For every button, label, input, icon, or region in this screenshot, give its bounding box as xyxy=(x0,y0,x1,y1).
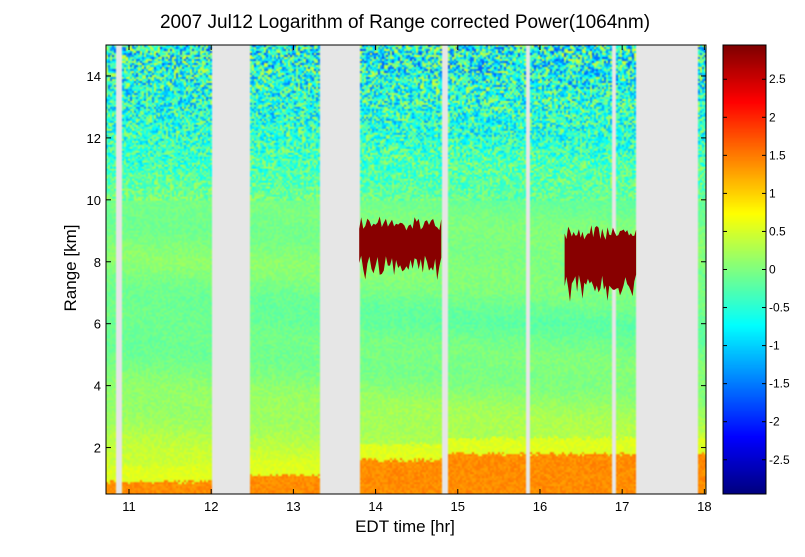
y-tick-label: 2 xyxy=(94,441,101,456)
colorbar-tick-label: -1 xyxy=(769,339,780,353)
y-axis-label: Range [km] xyxy=(61,225,80,312)
colorbar-tick-label: 0 xyxy=(769,263,776,277)
y-axis: 2 4 6 8 10 12 14 xyxy=(87,69,706,456)
chart-title: 2007 Jul12 Logarithm of Range corrected … xyxy=(160,12,650,33)
cloud-layers xyxy=(359,216,637,302)
colorbar-tick-label: -2.5 xyxy=(769,453,790,467)
x-tick-label: 16 xyxy=(533,499,547,514)
y-tick-label: 4 xyxy=(94,379,101,394)
x-axis-label: EDT time [hr] xyxy=(355,517,455,536)
colorbar-tick-label: 0.5 xyxy=(769,224,786,238)
x-tick-label: 18 xyxy=(697,499,711,514)
y-tick-label: 14 xyxy=(87,69,101,84)
colorbar-gradient xyxy=(723,45,766,494)
colorbar: -2.5 -2 -1.5 -1 -0.5 0 0.5 1 1.5 2 2.5 xyxy=(722,44,790,495)
x-tick-label: 15 xyxy=(451,499,465,514)
cloud-1 xyxy=(359,216,442,280)
y-tick-label: 12 xyxy=(87,131,101,146)
plot-area: 11 12 13 14 15 16 17 18 2 4 6 8 10 12 14 xyxy=(87,44,712,514)
colorbar-tick-label: -2 xyxy=(769,415,780,429)
y-tick-label: 6 xyxy=(94,317,101,332)
plot-frame xyxy=(105,44,707,495)
colorbar-tick-label: 2 xyxy=(769,110,776,124)
y-tick-label: 8 xyxy=(94,255,101,270)
colorbar-tick-label: -1.5 xyxy=(769,377,790,391)
colorbar-tick-label: -0.5 xyxy=(769,301,790,315)
colorbar-tick-label: 1.5 xyxy=(769,148,786,162)
x-axis: 11 12 13 14 15 16 17 18 xyxy=(122,45,712,514)
colorbar-ticks: -2.5 -2 -1.5 -1 -0.5 0 0.5 1 1.5 2 2.5 xyxy=(723,72,790,467)
x-tick-label: 17 xyxy=(615,499,629,514)
y-tick-label: 10 xyxy=(87,193,101,208)
x-tick-label: 11 xyxy=(122,499,136,514)
cloud-2 xyxy=(564,225,637,302)
colorbar-tick-label: 1 xyxy=(769,186,776,200)
colorbar-tick-label: 2.5 xyxy=(769,72,786,86)
x-tick-label: 12 xyxy=(204,499,218,514)
x-tick-label: 14 xyxy=(368,499,382,514)
x-tick-label: 13 xyxy=(286,499,300,514)
